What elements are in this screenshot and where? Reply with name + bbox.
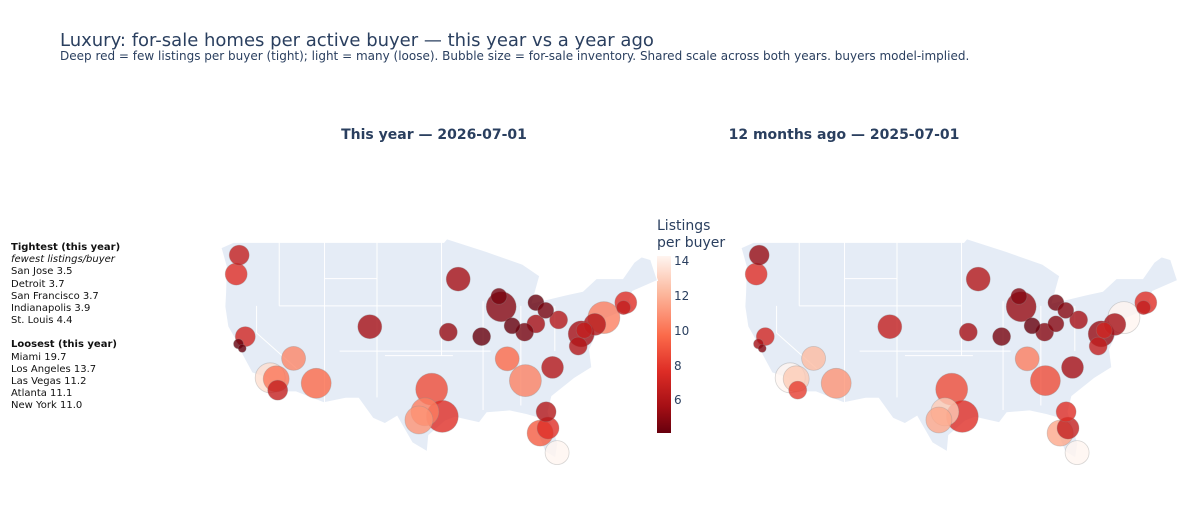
- metro-bubble-miami[interactable]: Miami: [544, 440, 570, 466]
- metro-bubble-denver[interactable]: Denver: [357, 314, 383, 340]
- metro-bubble-miami[interactable]: Miami: [1064, 440, 1090, 466]
- metro-bubble-san-jose[interactable]: San Jose: [757, 343, 767, 353]
- metro-bubble-pittsburgh[interactable]: Pittsburgh: [549, 310, 568, 330]
- tight-item: San Francisco 3.7: [11, 290, 99, 302]
- metro-bubble-seattle[interactable]: Seattle: [748, 244, 770, 266]
- metro-bubble-portland[interactable]: Portland: [224, 262, 248, 286]
- metro-bubble-richmond[interactable]: Richmond: [1088, 336, 1108, 356]
- metro-bubble-cleveland[interactable]: Cleveland: [537, 301, 555, 319]
- metro-bubble-seattle[interactable]: Seattle: [228, 244, 250, 266]
- metro-bubble-san-jose[interactable]: San Jose: [237, 343, 247, 353]
- colorbar-tick: 10: [674, 324, 690, 338]
- metro-bubble-denver[interactable]: Denver: [877, 314, 903, 340]
- loose-item: New York 11.0: [11, 400, 83, 412]
- loose-item: Los Angeles 13.7: [11, 363, 97, 375]
- colorbar-tick: 6: [674, 393, 682, 407]
- metro-bubble-kansas-city[interactable]: Kansas City: [958, 322, 978, 342]
- metro-bubble-phoenix[interactable]: Phoenix: [820, 367, 852, 399]
- metro-bubble-portland[interactable]: Portland: [744, 262, 768, 286]
- metro-bubble-kansas-city[interactable]: Kansas City: [438, 322, 458, 342]
- metro-bubble-minneapolis[interactable]: Minneapolis: [965, 266, 991, 292]
- loose-item: Miami 19.7: [11, 351, 67, 363]
- metro-bubble-columbus[interactable]: Columbus: [1047, 315, 1065, 333]
- metro-bubble-jacksonville[interactable]: Jacksonville: [1055, 401, 1077, 423]
- metro-bubble-las-vegas[interactable]: Las Vegas: [801, 345, 826, 371]
- colorbar-tick: 14: [674, 254, 690, 268]
- colorbar: [657, 256, 671, 433]
- metro-bubble-st-louis[interactable]: St. Louis: [992, 327, 1011, 347]
- tight-heading: Tightest (this year): [11, 242, 121, 253]
- chart-title: Luxury: for-sale homes per active buyer …: [60, 30, 654, 51]
- metro-bubble-indianapolis[interactable]: Indianapolis: [1023, 317, 1041, 335]
- metro-bubble-milwaukee[interactable]: Milwaukee: [490, 287, 508, 305]
- metro-bubble-jacksonville[interactable]: Jacksonville: [535, 401, 557, 423]
- metro-bubble-nashville[interactable]: Nashville: [1014, 346, 1040, 372]
- tight-item: St. Louis 4.4: [11, 315, 73, 327]
- loose-item: Las Vegas 11.2: [11, 376, 87, 388]
- metro-bubble-pittsburgh[interactable]: Pittsburgh: [1069, 310, 1088, 330]
- colorbar-title-line1: Listings: [657, 218, 711, 234]
- metro-bubble-baltimore[interactable]: Baltimore: [575, 321, 593, 339]
- metro-bubble-milwaukee[interactable]: Milwaukee: [1010, 287, 1028, 305]
- colorbar-title-line2: per buyer: [657, 235, 726, 251]
- map-this-year: DallasHoustonNew YorkAtlantaLos AngelesP…: [220, 238, 659, 466]
- metro-bubble-atlanta[interactable]: Atlanta: [509, 364, 542, 398]
- metro-bubble-phoenix[interactable]: Phoenix: [300, 367, 332, 399]
- metro-bubble-san-diego[interactable]: San Diego: [788, 380, 808, 400]
- tight-note: fewest listings/buyer: [11, 254, 115, 266]
- loose-heading: Loosest (this year): [11, 339, 117, 351]
- metro-bubble-baltimore[interactable]: Baltimore: [1095, 321, 1113, 339]
- tight-item: San Jose 3.5: [11, 266, 73, 278]
- colorbar-tick: 12: [674, 289, 690, 303]
- metro-bubble-las-vegas[interactable]: Las Vegas: [281, 345, 307, 371]
- colorbar-title: Listings per buyer: [657, 218, 725, 252]
- metro-bubble-nashville[interactable]: Nashville: [494, 346, 520, 372]
- panel-title-year-ago: 12 months ago — 2025-07-01: [728, 127, 960, 143]
- metro-bubble-charlotte[interactable]: Charlotte: [1061, 355, 1084, 379]
- metro-bubble-san-antonio[interactable]: San Antonio: [925, 406, 953, 434]
- map-year-ago: DallasHoustonNew YorkLos AngelesPhoenixC…: [740, 238, 1179, 466]
- loose-item: Atlanta 11.1: [11, 388, 73, 400]
- rank-annotation: Tightest (this year) fewest listings/buy…: [11, 242, 120, 413]
- metro-bubble-st-louis[interactable]: St. Louis: [472, 327, 492, 347]
- chart-subtitle: Deep red = few listings per buyer (tight…: [60, 49, 970, 63]
- metro-bubble-providence[interactable]: Providence: [1136, 300, 1151, 316]
- colorbar-tick: 8: [674, 359, 682, 373]
- tight-item: Detroit 3.7: [11, 278, 65, 290]
- panel-title-this-year: This year — 2026-07-01: [341, 127, 527, 143]
- metro-bubble-san-diego[interactable]: San Diego: [267, 379, 289, 401]
- metro-bubble-charlotte[interactable]: Charlotte: [541, 355, 564, 379]
- metro-bubble-atlanta[interactable]: Atlanta: [1030, 365, 1061, 397]
- metro-bubble-providence[interactable]: Providence: [616, 300, 631, 316]
- metro-bubble-cleveland[interactable]: Cleveland: [1057, 301, 1075, 319]
- metro-bubble-minneapolis[interactable]: Minneapolis: [445, 266, 471, 292]
- metro-bubble-richmond[interactable]: Richmond: [568, 336, 588, 356]
- metro-bubble-san-antonio[interactable]: San Antonio: [404, 405, 434, 435]
- tight-item: Indianapolis 3.9: [11, 303, 91, 315]
- metro-bubble-indianapolis[interactable]: Indianapolis: [503, 317, 521, 335]
